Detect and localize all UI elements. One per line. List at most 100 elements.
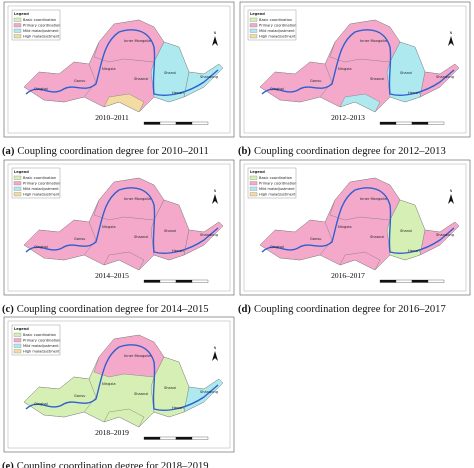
caption-label: (b) bbox=[238, 146, 251, 157]
legend-label: Basic coordination bbox=[23, 176, 56, 180]
region-label: Shandong bbox=[436, 233, 454, 237]
legend-label: High maladjustment bbox=[259, 193, 296, 197]
region-label: Shanxi bbox=[400, 71, 412, 75]
region bbox=[23, 376, 97, 418]
legend-label: Mild maladjustment bbox=[259, 29, 295, 33]
legend-label: Primary coordination bbox=[259, 182, 296, 186]
region-label: Shandong bbox=[200, 390, 218, 394]
north-arrow bbox=[448, 36, 454, 46]
map-inner-frame bbox=[7, 5, 231, 134]
scale-bar bbox=[379, 121, 397, 125]
period-label: 2014–2015 bbox=[95, 271, 129, 280]
scale-bar bbox=[191, 279, 209, 283]
legend-swatch bbox=[13, 28, 22, 33]
north-label: N bbox=[214, 31, 217, 35]
scale-bar bbox=[411, 279, 429, 283]
map-inner-frame bbox=[243, 163, 467, 292]
legend-label: High maladjustment bbox=[23, 350, 60, 354]
caption-label: (d) bbox=[238, 304, 251, 315]
legend-label: Primary coordination bbox=[259, 24, 296, 28]
region-label: Henan bbox=[172, 406, 184, 410]
region-label: Inner Mongolia bbox=[124, 354, 151, 358]
region-label: Qinghai bbox=[34, 402, 48, 406]
legend-label: High maladjustment bbox=[23, 35, 60, 39]
region-label: Ningxia bbox=[102, 67, 116, 71]
caption-text: Coupling coordination degree for 2012–20… bbox=[254, 146, 446, 157]
river bbox=[261, 29, 455, 96]
legend-label: Mild maladjustment bbox=[23, 344, 59, 348]
legend-swatch bbox=[13, 332, 22, 337]
map-inner-frame bbox=[243, 5, 467, 134]
region-label: Inner Mongolia bbox=[124, 197, 151, 201]
region bbox=[259, 219, 333, 261]
scale-bar bbox=[191, 436, 209, 440]
legend-swatch bbox=[13, 343, 22, 348]
region-label: Gansu bbox=[310, 79, 321, 83]
map-inner-frame bbox=[7, 163, 231, 292]
legend-swatch bbox=[249, 181, 258, 186]
legend-title: Legend bbox=[14, 12, 29, 16]
region-label: Inner Mongolia bbox=[360, 197, 387, 201]
legend-swatch bbox=[13, 338, 22, 343]
north-arrow bbox=[212, 36, 218, 46]
scale-bar bbox=[411, 121, 429, 125]
legend-label: Primary coordination bbox=[23, 182, 60, 186]
legend-label: Mild maladjustment bbox=[23, 187, 59, 191]
region bbox=[103, 408, 145, 428]
region-label: Shanxi bbox=[400, 229, 412, 233]
scale-bar bbox=[191, 121, 209, 125]
caption-text: Coupling coordination degree for 2010–20… bbox=[17, 146, 208, 157]
north-label: N bbox=[450, 31, 453, 35]
north-label: N bbox=[214, 346, 217, 350]
region bbox=[183, 63, 224, 98]
legend-label: Mild maladjustment bbox=[259, 187, 295, 191]
scale-bar bbox=[427, 121, 445, 125]
caption-text: Coupling coordination degree for 2014–20… bbox=[17, 304, 209, 315]
legend-label: Basic coordination bbox=[259, 176, 292, 180]
region-label: Shandong bbox=[200, 75, 218, 79]
region-label: Shanxi bbox=[164, 229, 176, 233]
scale-bar bbox=[175, 279, 193, 283]
north-label: N bbox=[450, 189, 453, 193]
caption-label: (c) bbox=[2, 304, 14, 315]
region-label: Qinghai bbox=[270, 245, 284, 249]
region bbox=[183, 378, 224, 413]
north-arrow bbox=[448, 194, 454, 204]
legend-swatch bbox=[13, 17, 22, 22]
north-arrow bbox=[212, 351, 218, 361]
scale-bar bbox=[427, 279, 445, 283]
legend-label: Primary coordination bbox=[23, 339, 60, 343]
legend-label: High maladjustment bbox=[23, 193, 60, 197]
legend-swatch bbox=[13, 349, 22, 354]
legend-label: Basic coordination bbox=[23, 333, 56, 337]
caption: (b) Coupling coordination degree for 2012… bbox=[238, 146, 446, 157]
region-label: Henan bbox=[172, 91, 184, 95]
scale-bar bbox=[143, 279, 161, 283]
region-label: Shandong bbox=[436, 75, 454, 79]
region-label: Inner Mongolia bbox=[124, 39, 151, 43]
river bbox=[261, 187, 455, 254]
map-inner-frame bbox=[7, 320, 231, 449]
legend-swatch bbox=[249, 23, 258, 28]
region bbox=[386, 199, 426, 261]
region-label: Gansu bbox=[310, 237, 321, 241]
river bbox=[25, 187, 219, 254]
region bbox=[150, 356, 190, 418]
region bbox=[339, 93, 381, 113]
region-label: Qinghai bbox=[34, 245, 48, 249]
map-panel: Legend Basic coordination Primary coordina… bbox=[3, 1, 235, 138]
region bbox=[183, 221, 224, 256]
region-label: Qinghai bbox=[34, 87, 48, 91]
scale-bar bbox=[395, 121, 413, 125]
caption-text: Coupling coordination degree for 2016–20… bbox=[254, 304, 446, 315]
legend-title: Legend bbox=[250, 12, 265, 16]
region-label: Ningxia bbox=[338, 67, 352, 71]
caption-label: (a) bbox=[2, 146, 15, 157]
caption: (e) Coupling coordination degree for 2018… bbox=[2, 461, 209, 468]
legend-label: Basic coordination bbox=[23, 18, 56, 22]
region-label: Gansu bbox=[74, 79, 85, 83]
region-label: Gansu bbox=[74, 394, 85, 398]
legend-label: Primary coordination bbox=[23, 24, 60, 28]
region-label: Shanxi bbox=[164, 386, 176, 390]
